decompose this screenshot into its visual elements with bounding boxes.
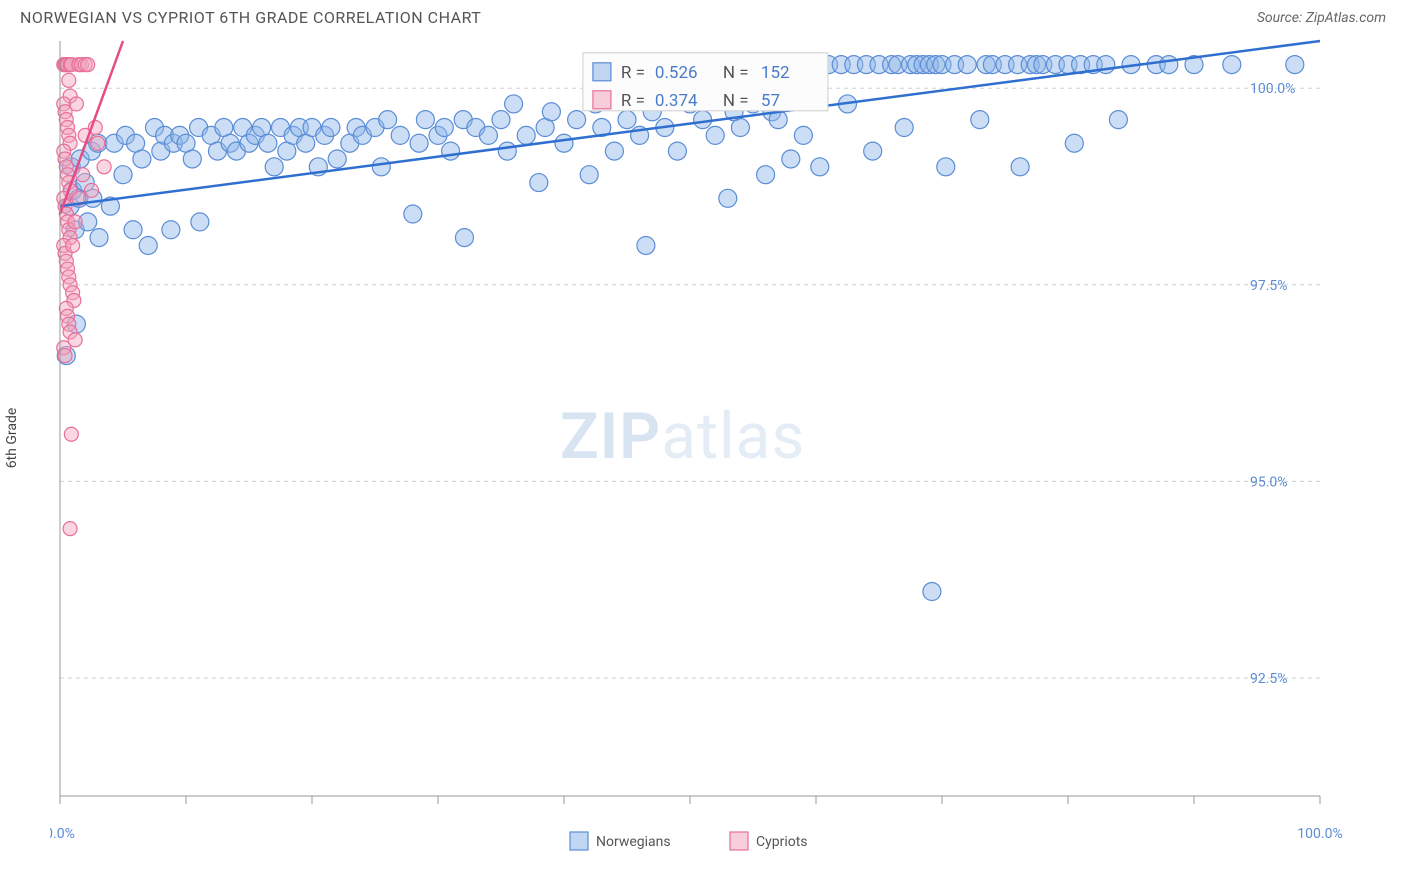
data-point-norwegian — [731, 119, 749, 137]
data-point-cypriot — [91, 136, 105, 150]
data-point-norwegian — [895, 119, 913, 137]
data-point-cypriot — [85, 183, 99, 197]
data-point-norwegian — [706, 126, 724, 144]
watermark: ZIPatlas — [560, 399, 805, 474]
data-point-norwegian — [435, 119, 453, 137]
data-point-norwegian — [379, 111, 397, 129]
data-point-norwegian — [605, 142, 623, 160]
data-point-norwegian — [637, 236, 655, 254]
data-point-norwegian — [455, 229, 473, 247]
stats-r-value: 0.526 — [655, 63, 698, 83]
data-point-norwegian — [668, 142, 686, 160]
y-tick-label: 97.5% — [1250, 278, 1288, 294]
data-point-norwegian — [410, 134, 428, 152]
correlation-chart: 100.0% 97.5% 95.0% 92.5% ZIPatlas R = 0.526 N =… — [50, 31, 1380, 871]
data-point-norwegian — [124, 221, 142, 239]
data-point-norwegian — [782, 150, 800, 168]
data-point-norwegian — [391, 126, 409, 144]
x-tick-label: 100.0% — [1297, 826, 1342, 842]
data-point-norwegian — [265, 158, 283, 176]
y-axis-label: 6th Grade — [4, 408, 20, 469]
data-point-norwegian — [139, 236, 157, 254]
data-point-norwegian — [492, 111, 510, 129]
data-point-norwegian — [719, 189, 737, 207]
data-point-cypriot — [68, 215, 82, 229]
data-point-norwegian — [568, 111, 586, 129]
data-point-norwegian — [618, 111, 636, 129]
data-point-norwegian — [1286, 56, 1304, 74]
data-point-norwegian — [404, 205, 422, 223]
data-point-norwegian — [923, 583, 941, 601]
data-point-norwegian — [162, 221, 180, 239]
data-point-norwegian — [328, 150, 346, 168]
stats-swatch — [593, 91, 611, 109]
data-point-norwegian — [505, 95, 523, 113]
stats-swatch — [593, 63, 611, 81]
data-point-norwegian — [259, 134, 277, 152]
data-point-norwegian — [580, 166, 598, 184]
source-label: Source: ZipAtlas.com — [1257, 10, 1386, 26]
data-point-cypriot — [69, 97, 83, 111]
data-point-norwegian — [794, 126, 812, 144]
stats-r-label: R = — [621, 63, 645, 83]
data-point-norwegian — [114, 166, 132, 184]
y-tick-label: 100.0% — [1250, 81, 1295, 97]
data-point-norwegian — [1065, 134, 1083, 152]
data-point-norwegian — [372, 158, 390, 176]
data-point-norwegian — [90, 229, 108, 247]
y-tick-label: 92.5% — [1250, 671, 1288, 687]
data-point-norwegian — [191, 213, 209, 231]
data-point-norwegian — [1223, 56, 1241, 74]
data-point-norwegian — [864, 142, 882, 160]
data-point-norwegian — [416, 111, 434, 129]
data-point-cypriot — [63, 522, 77, 536]
data-point-norwegian — [133, 150, 151, 168]
data-point-norwegian — [1109, 111, 1127, 129]
data-point-norwegian — [530, 174, 548, 192]
legend-swatch — [570, 832, 588, 850]
data-point-norwegian — [694, 111, 712, 129]
data-point-norwegian — [517, 126, 535, 144]
data-point-norwegian — [1160, 56, 1178, 74]
data-point-cypriot — [64, 427, 78, 441]
data-point-norwegian — [958, 56, 976, 74]
stats-n-value: 57 — [761, 91, 780, 111]
data-point-cypriot — [66, 238, 80, 252]
data-point-norwegian — [183, 150, 201, 168]
data-point-norwegian — [442, 142, 460, 160]
data-point-cypriot — [76, 168, 90, 182]
data-point-norwegian — [479, 126, 497, 144]
stats-n-value: 152 — [761, 63, 790, 83]
data-point-cypriot — [97, 160, 111, 174]
data-point-norwegian — [498, 142, 516, 160]
chart-title: NORWEGIAN VS CYPRIOT 6TH GRADE CORRELATI… — [20, 8, 481, 27]
legend-label: Cypriots — [756, 834, 808, 850]
stats-n-label: N = — [723, 63, 749, 83]
data-point-norwegian — [542, 103, 560, 121]
legend-label: Norwegians — [596, 834, 671, 850]
stats-r-label: R = — [621, 91, 645, 111]
data-point-norwegian — [757, 166, 775, 184]
data-point-norwegian — [322, 119, 340, 137]
stats-box — [583, 53, 828, 111]
x-tick-label: 0.0% — [50, 826, 75, 842]
stats-n-label: N = — [723, 91, 749, 111]
data-point-norwegian — [937, 158, 955, 176]
data-point-norwegian — [555, 134, 573, 152]
data-point-cypriot — [62, 73, 76, 87]
data-point-norwegian — [971, 111, 989, 129]
legend-swatch — [730, 832, 748, 850]
stats-r-value: 0.374 — [655, 91, 698, 111]
data-point-norwegian — [1011, 158, 1029, 176]
data-point-cypriot — [81, 58, 95, 72]
y-tick-label: 95.0% — [1250, 474, 1288, 490]
data-point-norwegian — [811, 158, 829, 176]
